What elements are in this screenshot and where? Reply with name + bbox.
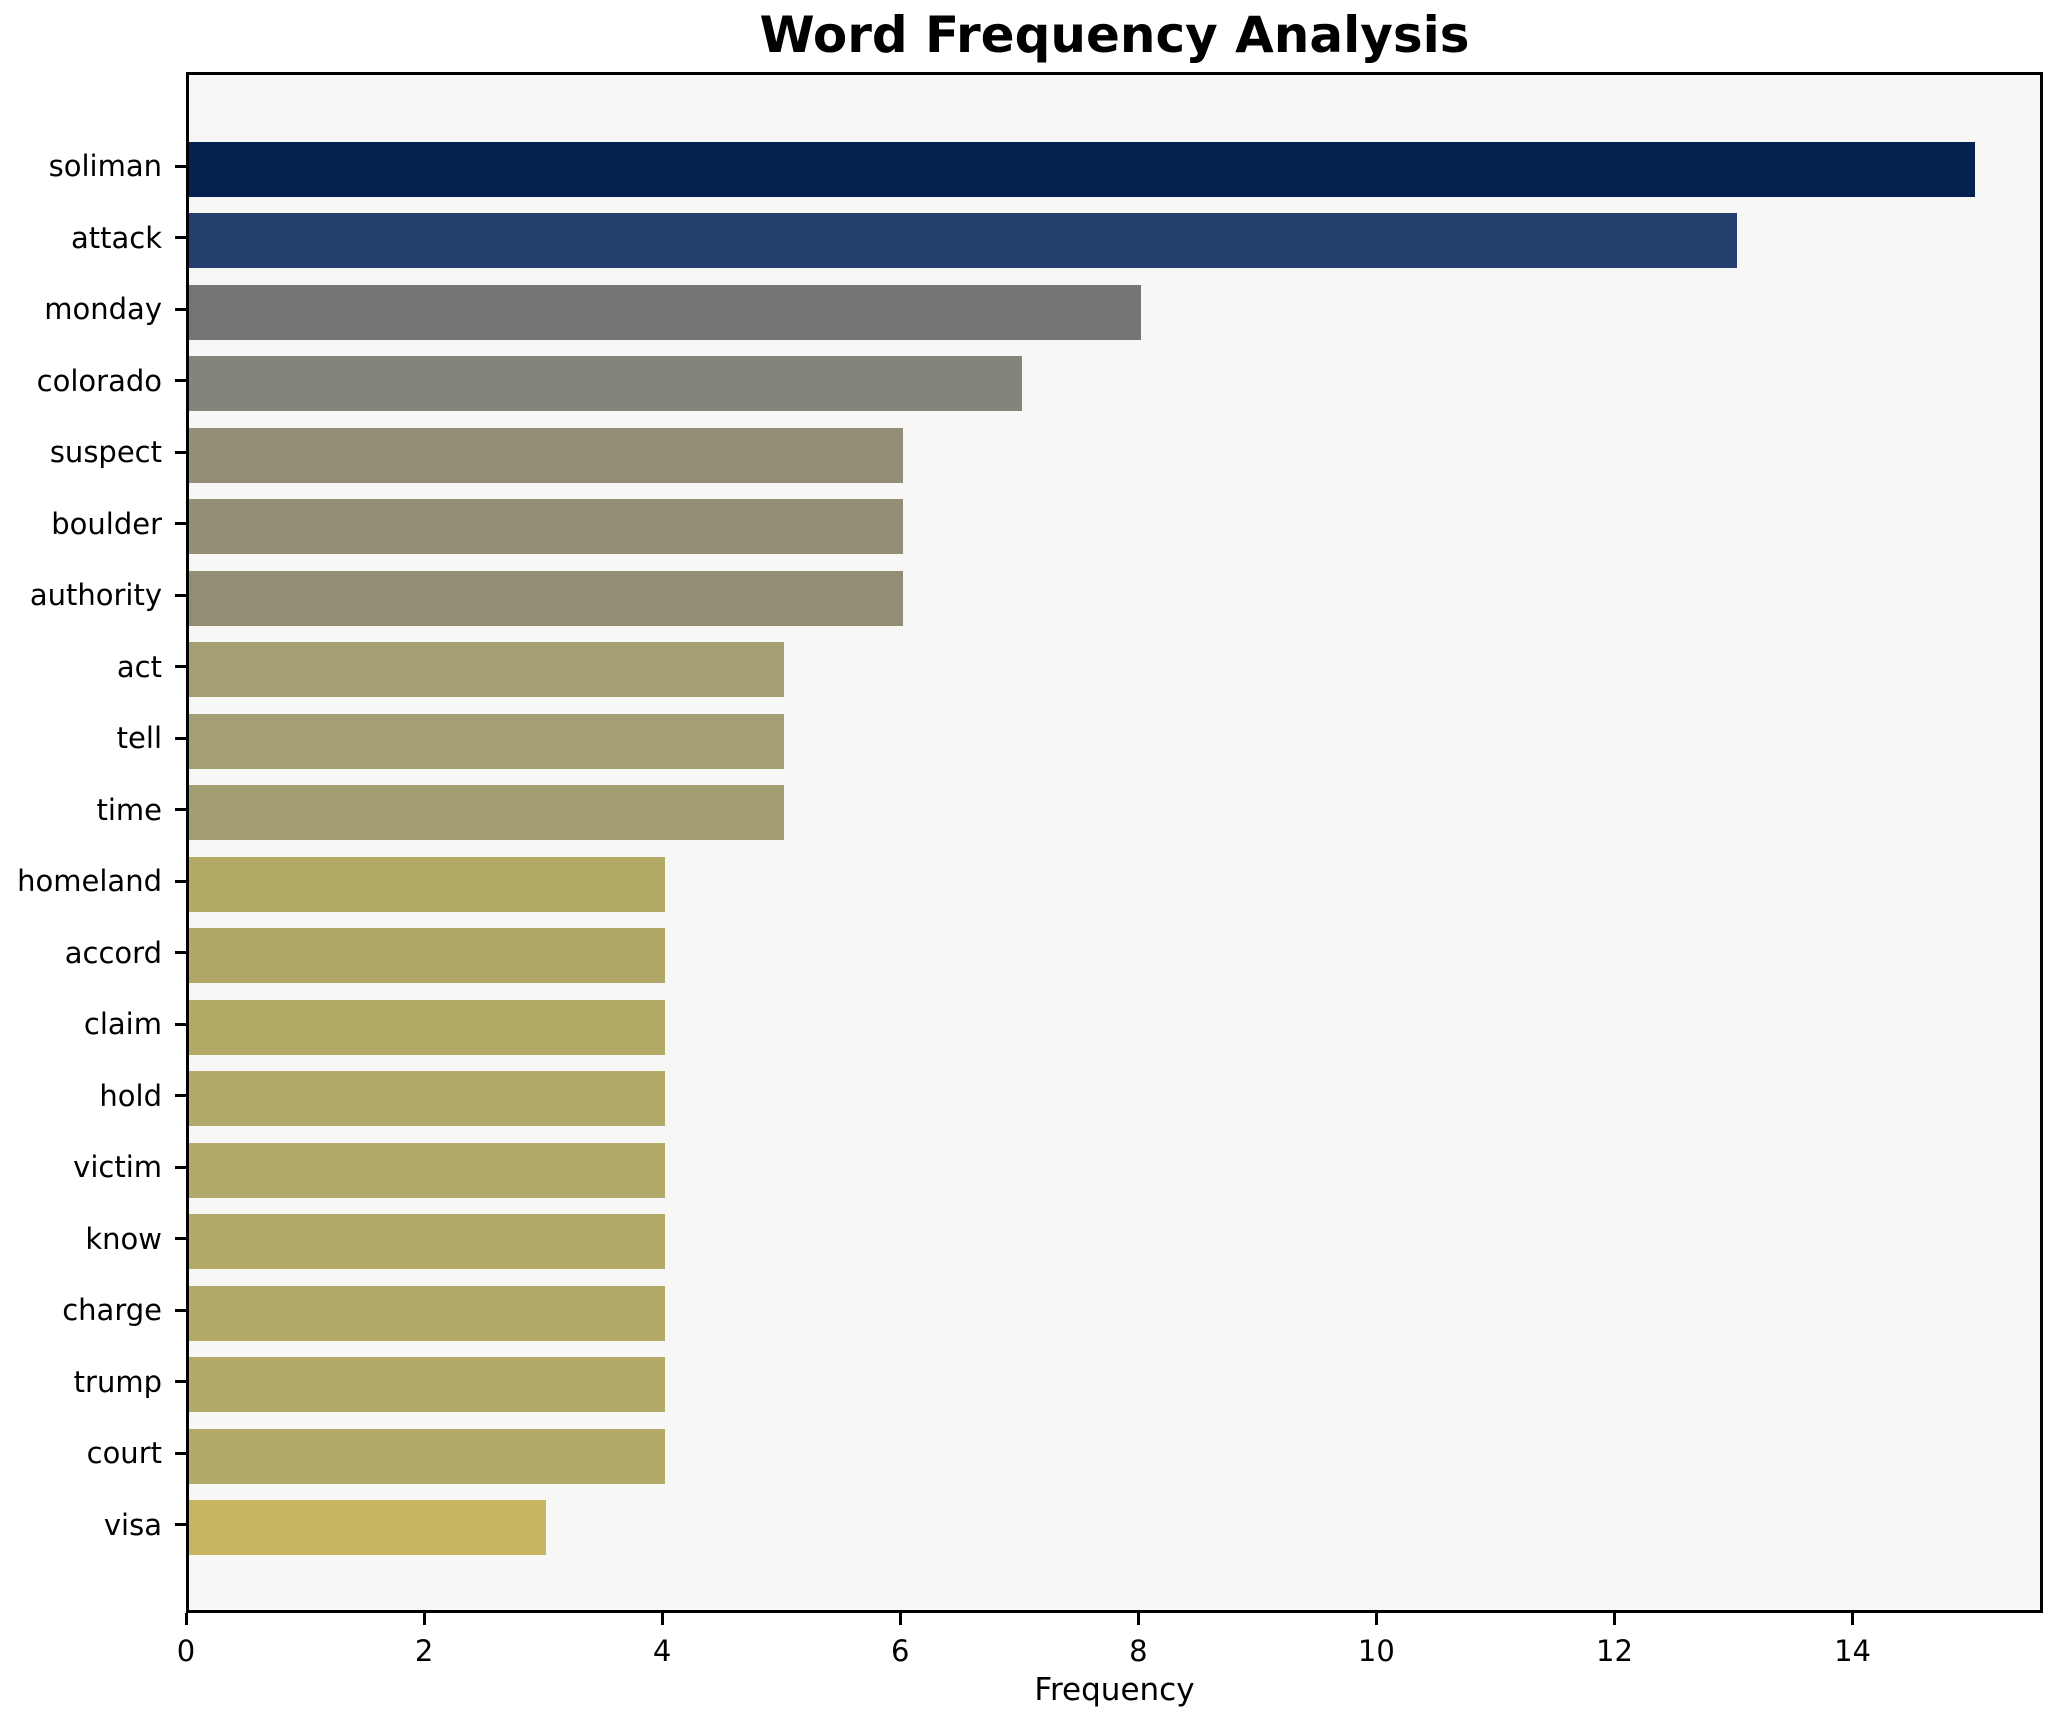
bar-visa [189, 1500, 547, 1555]
y-tick-mark-accord [175, 951, 186, 954]
y-tick-mark-authority [175, 593, 186, 597]
y-tick-mark-homeland [175, 879, 186, 883]
x-tick-label-8: 8 [1129, 1634, 1148, 1668]
bar-homeland [189, 856, 666, 912]
y-tick-mark-claim [175, 1022, 186, 1026]
x-tick-label-12: 12 [1596, 1634, 1633, 1668]
y-tick-label-court: court [86, 1436, 162, 1470]
x-tick-label-14: 14 [1834, 1634, 1871, 1668]
y-tick-label-attack: attack [70, 220, 162, 255]
y-tick-label-accord: accord [64, 935, 162, 970]
bar-claim [189, 999, 666, 1055]
x-tick-mark-2 [422, 1613, 426, 1625]
y-tick-mark-time [175, 808, 186, 811]
y-tick-label-suspect: suspect [49, 435, 162, 469]
bar-court [189, 1428, 666, 1484]
bar-monday [189, 284, 1142, 340]
x-tick-mark-8 [1136, 1613, 1140, 1625]
y-tick-mark-suspect [175, 450, 186, 454]
bar-boulder [189, 499, 904, 554]
y-tick-label-know: know [85, 1221, 162, 1256]
y-tick-label-monday: monday [44, 292, 162, 326]
x-tick-mark-14 [1851, 1613, 1855, 1625]
x-tick-mark-0 [184, 1613, 188, 1625]
y-tick-mark-hold [175, 1094, 186, 1097]
bar-attack [189, 213, 1737, 268]
y-tick-label-trump: trump [73, 1364, 162, 1399]
x-tick-label-4: 4 [652, 1634, 672, 1668]
y-tick-label-soliman: soliman [48, 149, 162, 183]
y-tick-mark-boulder [175, 522, 186, 525]
x-axis-label: Frequency [1034, 1672, 1195, 1708]
y-tick-mark-charge [175, 1308, 186, 1312]
y-tick-mark-trump [175, 1380, 186, 1383]
x-tick-label-2: 2 [414, 1634, 434, 1668]
x-tick-mark-6 [898, 1613, 902, 1625]
y-tick-mark-soliman [175, 164, 186, 168]
bar-suspect [189, 427, 904, 483]
y-tick-label-act: act [116, 649, 162, 684]
bar-accord [189, 928, 666, 983]
x-tick-label-10: 10 [1357, 1634, 1395, 1668]
y-tick-label-claim: claim [83, 1007, 162, 1041]
x-tick-label-0: 0 [176, 1634, 196, 1668]
y-tick-mark-monday [175, 307, 186, 311]
y-tick-label-hold: hold [99, 1078, 162, 1113]
y-tick-label-tell: tell [116, 721, 162, 755]
y-tick-mark-victim [175, 1165, 186, 1169]
y-tick-label-charge: charge [62, 1293, 162, 1327]
bar-authority [189, 570, 904, 626]
chart-title: Word Frequency Analysis [759, 6, 1470, 64]
bar-hold [189, 1071, 666, 1126]
y-tick-label-victim: victim [73, 1150, 162, 1184]
y-tick-label-visa: visa [103, 1507, 162, 1542]
y-tick-mark-court [175, 1451, 186, 1455]
bar-victim [189, 1142, 666, 1198]
plot-area [186, 72, 2043, 1613]
bar-tell [189, 713, 785, 769]
x-tick-mark-4 [660, 1613, 664, 1625]
x-tick-mark-10 [1374, 1613, 1378, 1625]
bar-colorado [189, 356, 1023, 411]
bar-know [189, 1214, 666, 1269]
bar-act [189, 642, 785, 697]
bar-charge [189, 1285, 666, 1341]
y-tick-label-colorado: colorado [36, 363, 162, 398]
y-tick-mark-tell [175, 736, 186, 740]
y-tick-label-homeland: homeland [17, 864, 162, 898]
x-tick-mark-12 [1612, 1613, 1616, 1625]
y-tick-mark-visa [175, 1523, 186, 1526]
y-tick-label-authority: authority [29, 578, 162, 612]
y-tick-label-boulder: boulder [51, 506, 162, 541]
y-tick-mark-attack [175, 236, 186, 239]
y-tick-label-time: time [96, 792, 162, 827]
y-tick-mark-know [175, 1237, 186, 1240]
y-tick-mark-act [175, 665, 186, 668]
y-tick-mark-colorado [175, 379, 186, 382]
bar-trump [189, 1357, 666, 1412]
x-tick-label-6: 6 [890, 1634, 910, 1668]
bar-soliman [189, 141, 1975, 197]
bar-time [189, 785, 785, 840]
